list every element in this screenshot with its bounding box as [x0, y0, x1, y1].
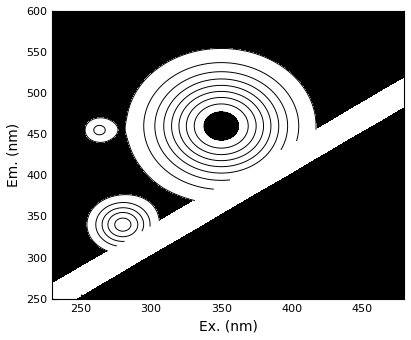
X-axis label: Ex. (nm): Ex. (nm): [199, 319, 258, 333]
Y-axis label: Em. (nm): Em. (nm): [7, 123, 21, 187]
